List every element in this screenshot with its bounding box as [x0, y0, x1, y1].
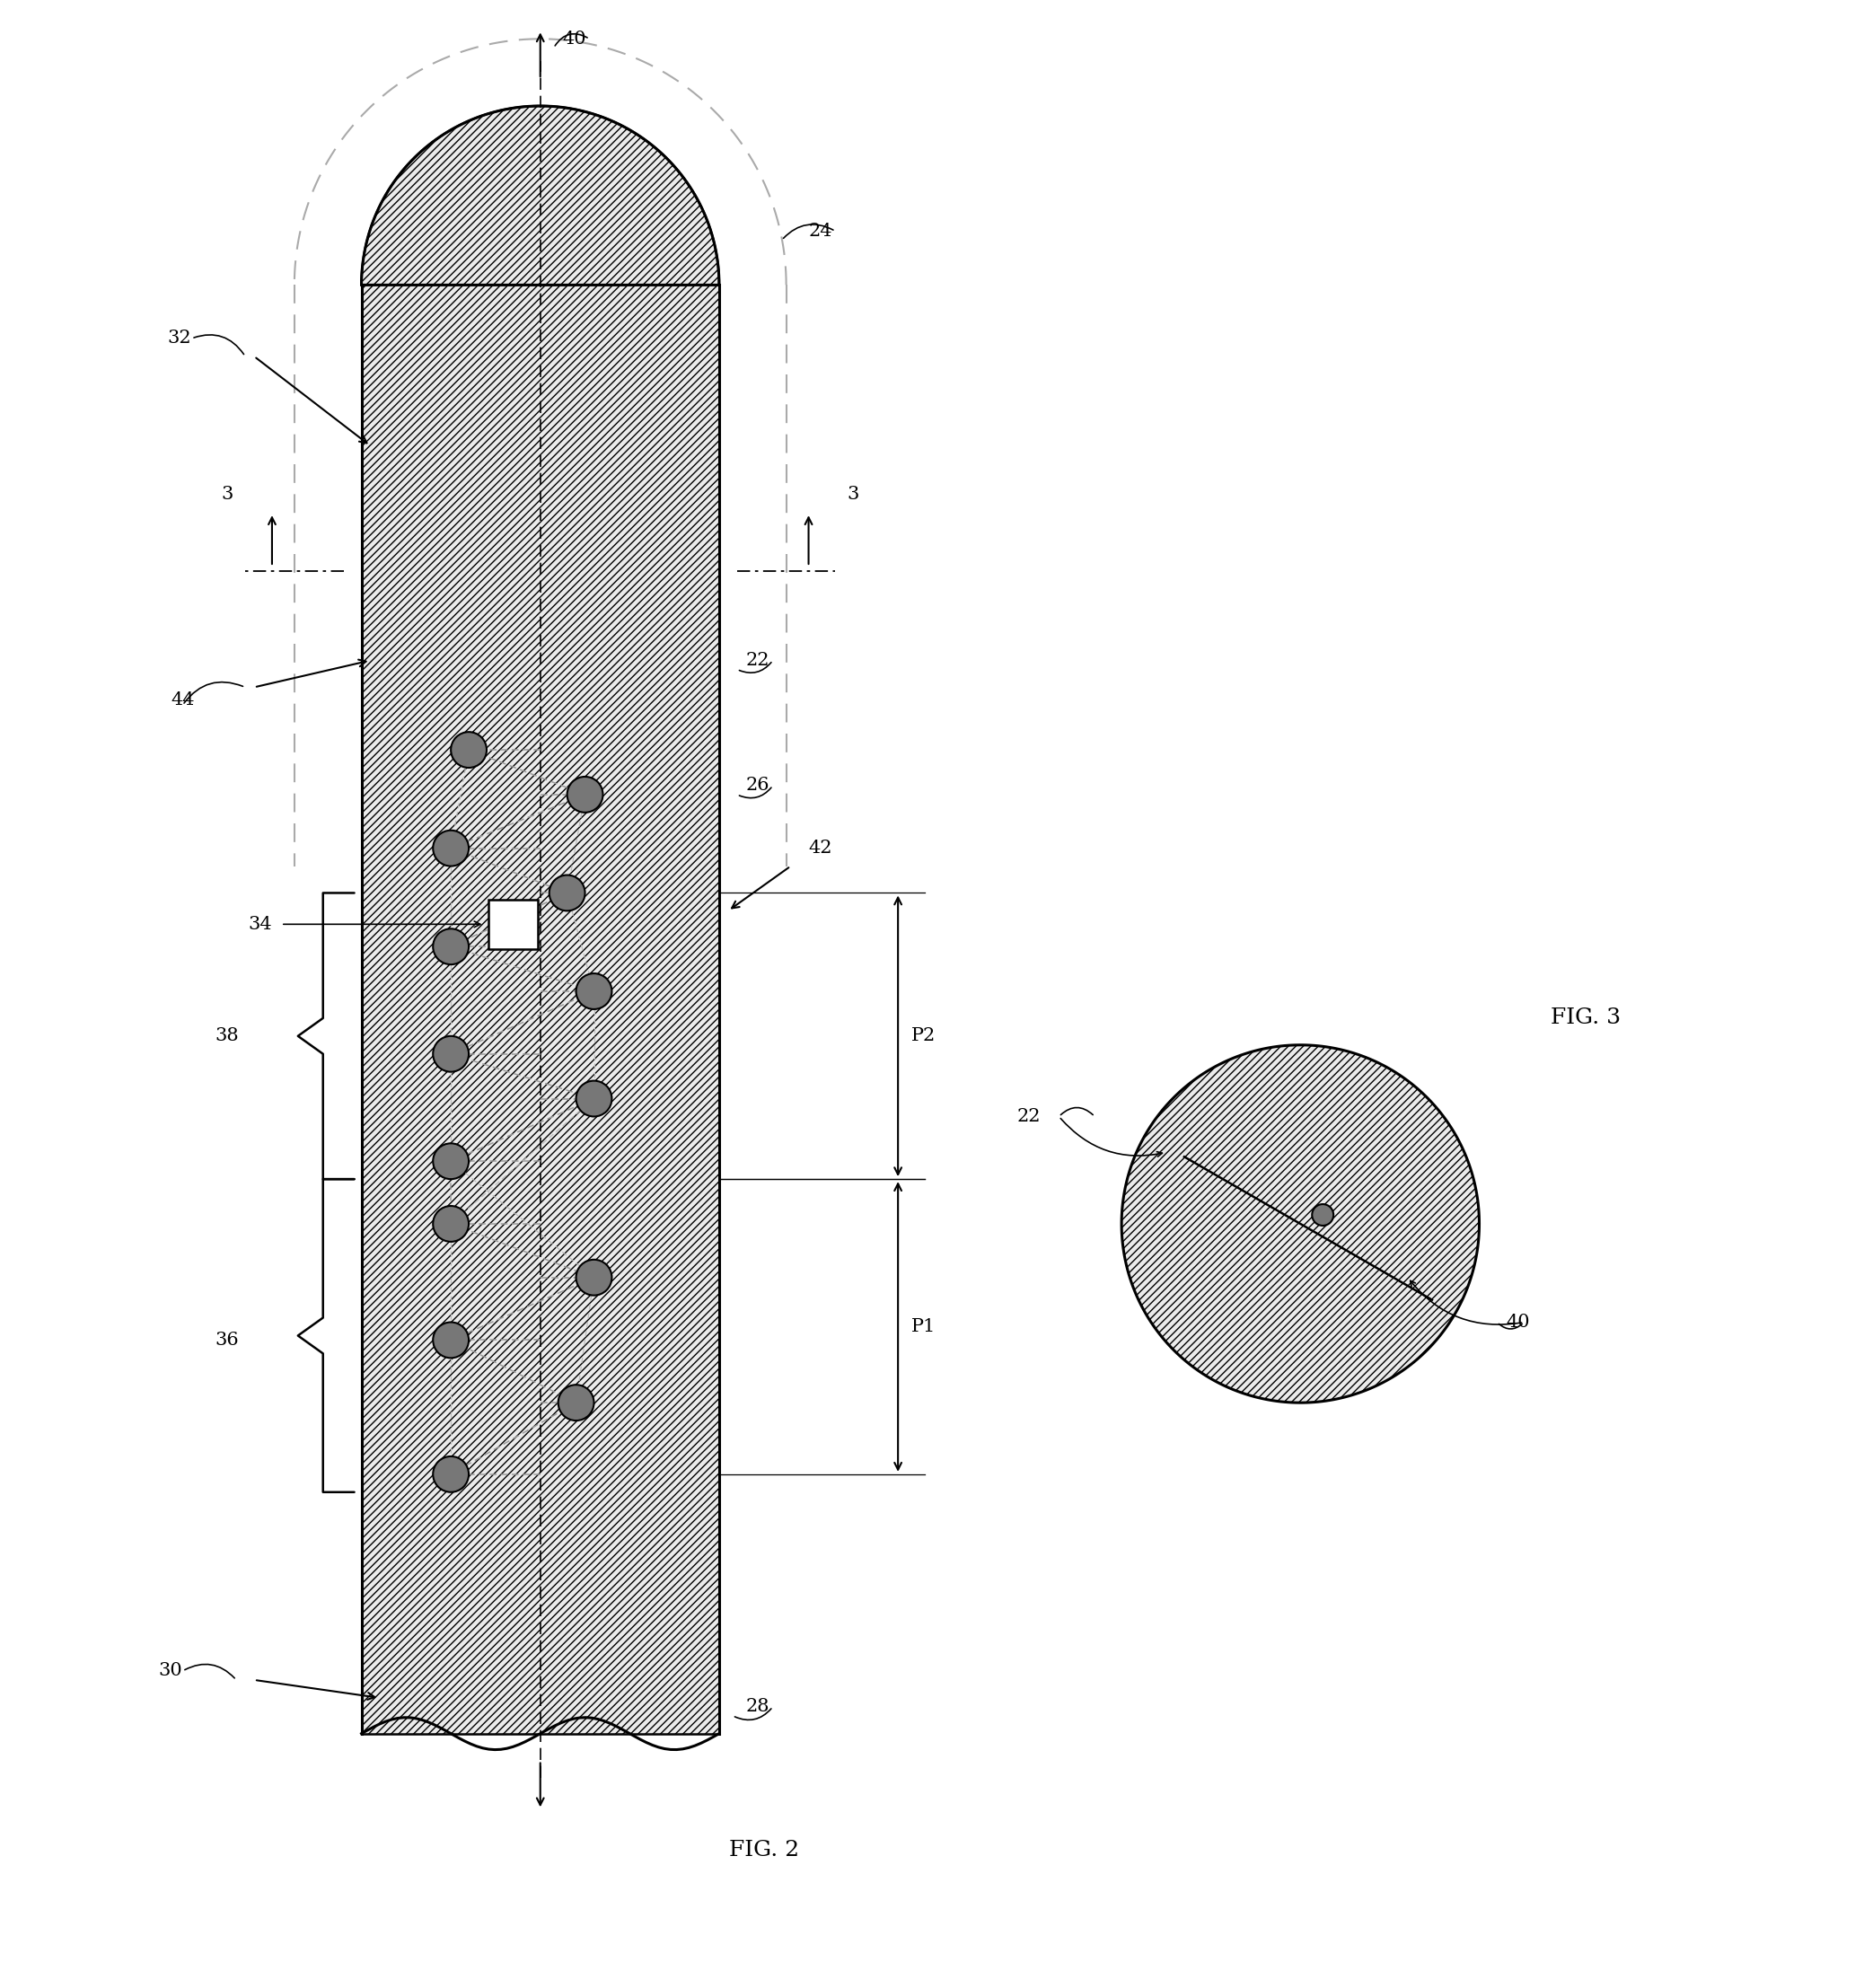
Polygon shape [362, 105, 720, 284]
Text: 40: 40 [562, 30, 586, 48]
Text: 28: 28 [746, 1698, 770, 1716]
Text: 24: 24 [809, 223, 833, 241]
Text: 3: 3 [848, 485, 859, 503]
Text: 38: 38 [215, 1028, 239, 1044]
Circle shape [432, 1457, 469, 1493]
Circle shape [432, 831, 469, 867]
Text: FIG. 3: FIG. 3 [1551, 1008, 1621, 1028]
Circle shape [432, 1322, 469, 1358]
Text: 32: 32 [167, 330, 191, 348]
Circle shape [451, 732, 486, 767]
Text: 22: 22 [746, 652, 770, 668]
Circle shape [432, 928, 469, 964]
Text: FIG. 2: FIG. 2 [729, 1839, 800, 1861]
Polygon shape [362, 284, 720, 1734]
Text: 44: 44 [171, 692, 195, 710]
Text: 22: 22 [1017, 1107, 1041, 1125]
Text: 30: 30 [158, 1662, 182, 1680]
Circle shape [577, 1260, 612, 1296]
Text: P2: P2 [911, 1028, 937, 1044]
Text: 26: 26 [746, 777, 770, 793]
Circle shape [577, 1081, 612, 1117]
Text: 40: 40 [1506, 1314, 1530, 1330]
Circle shape [549, 875, 584, 911]
Circle shape [432, 1207, 469, 1242]
Bar [490, 901, 538, 948]
Text: P1: P1 [911, 1318, 937, 1336]
Text: 34: 34 [249, 916, 273, 932]
Polygon shape [1122, 1046, 1478, 1404]
Circle shape [577, 974, 612, 1010]
Circle shape [432, 1036, 469, 1072]
Text: 36: 36 [215, 1332, 239, 1348]
Text: 42: 42 [809, 839, 833, 857]
Circle shape [558, 1386, 594, 1421]
Text: 3: 3 [221, 485, 234, 503]
Circle shape [1311, 1205, 1334, 1227]
Circle shape [568, 777, 603, 813]
Circle shape [432, 1143, 469, 1179]
